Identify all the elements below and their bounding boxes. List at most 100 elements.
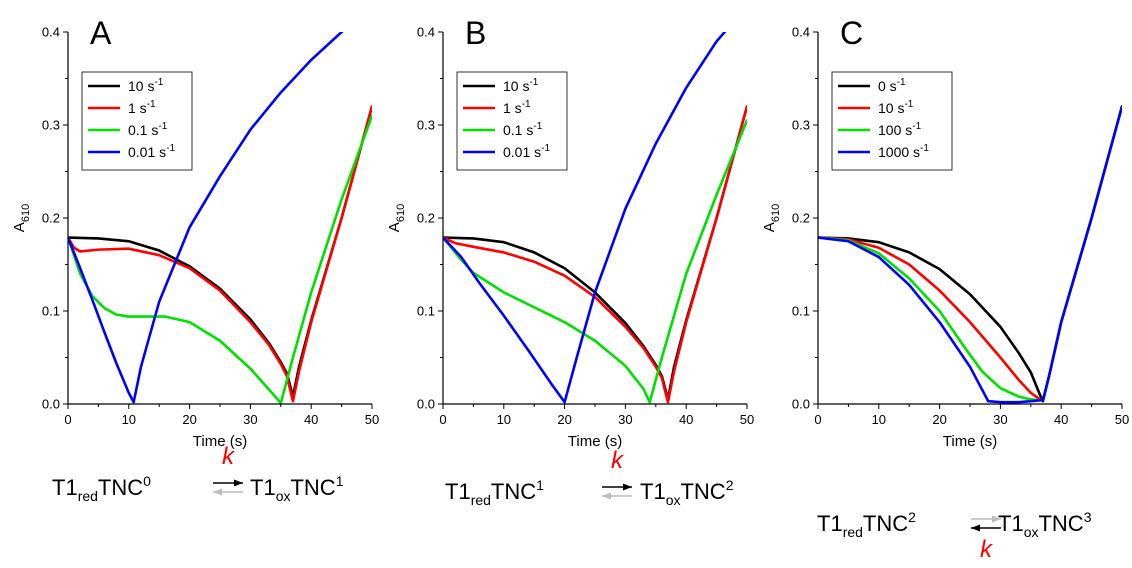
x-tick-label: 30 xyxy=(618,412,632,427)
arrow-head xyxy=(213,488,222,496)
series-line-3 xyxy=(443,119,747,404)
species-base: T1 xyxy=(250,475,276,500)
x-tick-label: 10 xyxy=(122,412,136,427)
legend-label-text: 10 s xyxy=(878,100,904,116)
legend-label-superscript: -1 xyxy=(154,77,163,88)
legend-label-2: 1 s-1 xyxy=(128,99,156,116)
legend-label-3: 0.1 s-1 xyxy=(128,121,168,138)
x-tick-label: 40 xyxy=(1054,412,1068,427)
y-axis-label: A610 xyxy=(386,204,407,232)
arrow-head xyxy=(602,492,611,500)
reactant-label: T1redTNC2 xyxy=(817,509,916,540)
reverse-arrow xyxy=(971,524,1001,532)
arrow-head xyxy=(234,479,243,487)
species-superscript: 3 xyxy=(1084,509,1092,525)
y-axis-label-main: A xyxy=(761,222,778,232)
forward-arrow xyxy=(213,479,243,487)
species-subscript: red xyxy=(78,488,98,504)
y-tick-label: 0.4 xyxy=(417,25,435,40)
species-superscript: 0 xyxy=(143,473,151,489)
x-tick-label: 40 xyxy=(304,412,318,427)
x-tick-label: 30 xyxy=(993,412,1007,427)
legend-label-superscript: -1 xyxy=(912,121,921,132)
legend-label-2: 1 s-1 xyxy=(503,99,531,116)
y-axis-label: A610 xyxy=(11,204,32,232)
legend-label-1: 10 s-1 xyxy=(128,77,164,94)
x-tick-label: 20 xyxy=(182,412,196,427)
panel-letter: B xyxy=(465,15,486,51)
x-tick-label: 20 xyxy=(557,412,571,427)
species-subscript: ox xyxy=(666,492,681,508)
legend-label-superscript: -1 xyxy=(529,77,538,88)
legend-label-superscript: -1 xyxy=(147,99,156,110)
series-group xyxy=(818,105,1122,404)
x-tick-label: 0 xyxy=(814,412,821,427)
series-group xyxy=(443,32,747,404)
y-axis-label-main: A xyxy=(11,222,28,232)
legend-box xyxy=(456,71,568,171)
product-label: T1oxTNC2 xyxy=(640,477,734,508)
legend-label-text: 0.01 s xyxy=(503,144,541,160)
series-line-4 xyxy=(818,105,1122,404)
y-tick-label: 0.2 xyxy=(792,211,810,226)
product-label: T1oxTNC1 xyxy=(250,473,344,504)
legend-label-text: 0.1 s xyxy=(128,122,158,138)
y-tick-label: 0.2 xyxy=(417,211,435,226)
legend-label-superscript: -1 xyxy=(904,99,913,110)
series-line-4 xyxy=(68,32,344,404)
y-axis-label-subscript: 610 xyxy=(395,204,407,222)
legend-label-text: 0.01 s xyxy=(128,144,166,160)
legend-label-superscript: -1 xyxy=(533,121,542,132)
y-axis-label: A610 xyxy=(761,204,782,232)
species-superscript: 2 xyxy=(726,477,734,493)
forward-arrow-group xyxy=(971,515,1001,532)
y-tick-label: 0.3 xyxy=(792,118,810,133)
y-tick-label: 0.4 xyxy=(792,25,810,40)
x-tick-label: 50 xyxy=(1115,412,1129,427)
legend-label-superscript: -1 xyxy=(522,99,531,110)
arrow-head xyxy=(971,524,980,532)
x-tick-label: 30 xyxy=(243,412,257,427)
x-tick-label: 10 xyxy=(497,412,511,427)
legend-label-4: 0.01 s-1 xyxy=(503,143,550,160)
legend: 10 s-11 s-10.1 s-10.01 s-1 xyxy=(81,71,193,171)
y-tick-label: 0.1 xyxy=(42,304,60,319)
reverse-arrow xyxy=(602,492,632,500)
legend-label-text: 100 s xyxy=(878,122,912,138)
legend-box xyxy=(831,71,953,171)
legend: 10 s-11 s-10.1 s-10.01 s-1 xyxy=(456,71,568,171)
x-tick-label: 0 xyxy=(439,412,446,427)
series-line-2 xyxy=(443,105,747,404)
rate-constant-label: k xyxy=(611,447,625,474)
y-axis-label-main: A xyxy=(386,222,403,232)
species-subscript: red xyxy=(843,524,863,540)
species-core: TNC xyxy=(680,479,725,504)
species-core: TNC xyxy=(1038,511,1083,536)
species-superscript: 1 xyxy=(536,477,544,493)
y-tick-label: 0.0 xyxy=(792,397,810,412)
chart-panel-b: 0 10 20 30 40 50 0.0 0.1 0.2 0.3 0.4 Time (s) A610 B 1… xyxy=(386,15,754,450)
forward-arrow-group xyxy=(602,483,632,500)
legend-label-superscript: -1 xyxy=(158,121,167,132)
legend-label-superscript: -1 xyxy=(541,143,550,154)
panel-letter: C xyxy=(840,15,863,51)
y-tick-label: 0.1 xyxy=(417,304,435,319)
x-axis-label: Time (s) xyxy=(193,433,247,450)
y-tick-label: 0.2 xyxy=(42,211,60,226)
species-core: TNC xyxy=(491,479,536,504)
panel-letter: A xyxy=(90,15,112,51)
legend-box xyxy=(81,71,193,171)
y-tick-label: 0.3 xyxy=(417,118,435,133)
y-tick-label: 0.3 xyxy=(42,118,60,133)
x-tick-label: 0 xyxy=(64,412,71,427)
species-base: T1 xyxy=(445,479,471,504)
rate-constant-label: k xyxy=(222,443,236,470)
x-axis-label: Time (s) xyxy=(943,433,997,450)
legend-label-text: 1 s xyxy=(503,100,522,116)
product-label: T1oxTNC3 xyxy=(998,509,1092,540)
species-base: T1 xyxy=(817,511,843,536)
